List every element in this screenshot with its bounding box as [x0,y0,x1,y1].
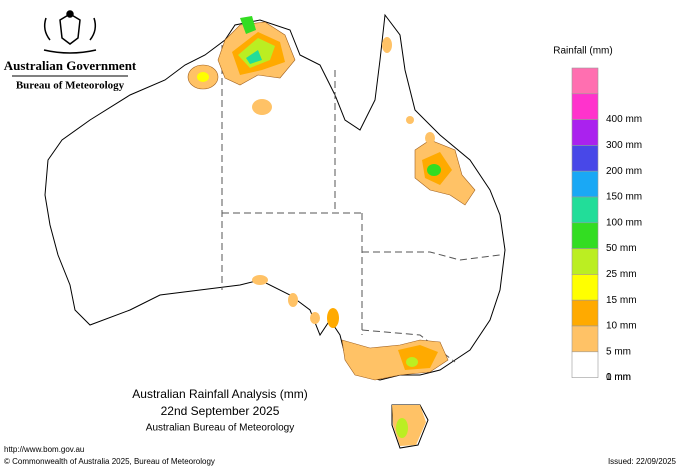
legend-label: 25 mm [606,269,637,280]
emblem [43,10,97,54]
legend-title: Rainfall (mm) [553,46,612,57]
legend-label: 100 mm [606,217,642,228]
legend-label: 10 mm [606,321,637,332]
legend-swatch [571,93,599,120]
legend-swatch [571,145,599,172]
legend-swatch [571,222,599,249]
legend-swatch [571,299,599,327]
footer-url: http://www.bom.gov.au [4,445,84,454]
legend-label: 5 mm [606,346,631,357]
map [44,13,506,449]
legend-swatch [571,274,599,301]
legend-swatch [571,248,599,275]
rainfall-areas [187,16,476,446]
state-border [362,251,501,261]
legend-label: 15 mm [606,295,637,306]
caption-date: 22nd September 2025 [161,404,280,418]
mainland [44,13,506,381]
legend-label: 200 mm [606,166,642,177]
footer-copyright: © Commonwealth of Australia 2025, Bureau… [4,457,215,466]
legend-swatch [571,325,599,353]
legend-swatch [571,196,599,224]
legend: 400 mm 300 mm 200 mm 150 mm 100 mm 50 mm 25 mm… [571,67,642,383]
legend-swatch [571,170,599,198]
legend-label: 1 mm [606,372,631,383]
legend-label: 50 mm [606,243,637,254]
legend-label: 300 mm [606,140,642,151]
caption-source: Australian Bureau of Meteorology [146,423,294,434]
legend-label: 0 mm [606,372,631,383]
footer-issued: Issued: 22/09/2025 [608,457,677,466]
legend-swatch [571,351,599,378]
legend-label: 150 mm [606,192,642,203]
legend-swatch [571,119,599,146]
state-border [361,329,456,363]
legend-label: 400 mm [606,114,642,125]
agency-name: Bureau of Meteorology [16,80,125,92]
government-name: Australian Government [4,58,137,73]
legend-swatch [571,67,599,95]
caption-title: Australian Rainfall Analysis (mm) [132,387,307,401]
